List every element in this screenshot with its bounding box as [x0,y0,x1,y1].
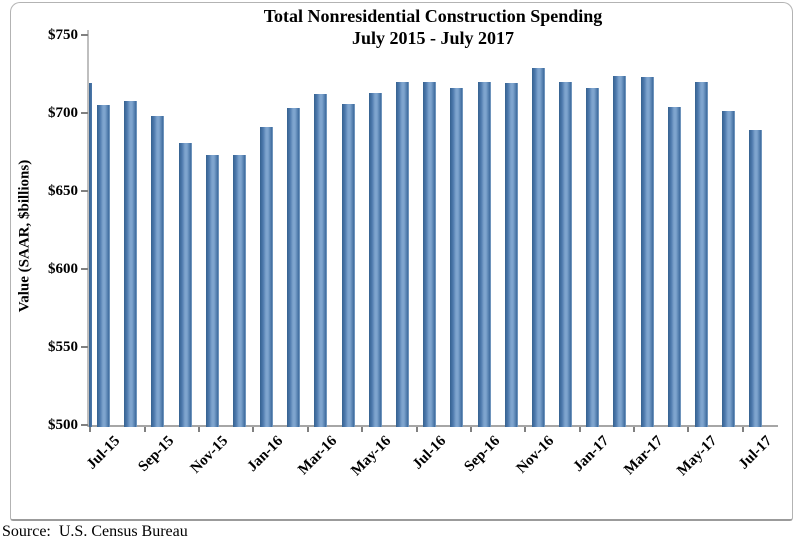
bar-Apr-16 [341,103,355,427]
y-tick-mark [81,346,88,348]
y-tick-label: $600 [48,261,78,277]
x-tick-mark [306,427,309,432]
y-tick-label: $650 [48,183,78,199]
bar-Feb-17 [613,75,627,427]
x-tick-label: May-16 [348,433,395,480]
bar-Aug-15 [124,100,138,427]
bar-Dec-16 [559,81,573,427]
x-tick-mark [524,427,527,432]
bar-Oct-15 [178,142,192,427]
bar-Mar-16 [314,94,328,427]
x-tick-label: Jul-15 [83,433,123,473]
x-tick-mark [741,427,744,432]
x-tick-label: Nov-16 [513,433,558,477]
x-tick-label: Jan-16 [243,433,286,475]
y-tick-label: $500 [48,417,78,433]
y-tick-label: $700 [48,105,78,121]
bar-Sep-16 [477,81,491,427]
x-tick-label: Jan-17 [570,433,613,475]
bar-Dec-15 [232,155,246,427]
x-tick-label: Mar-17 [621,433,667,479]
x-tick-label: Jul-16 [409,433,449,473]
bar-Jan-16 [260,127,274,427]
bar-clipped-left-edge [88,83,92,427]
y-tick-mark [81,34,88,36]
bar-Nov-16 [531,67,545,427]
bar-Mar-17 [640,77,654,427]
bar-May-16 [368,92,382,427]
bar-Aug-16 [450,88,464,427]
bar-Apr-17 [667,106,681,427]
bar-Jul-15 [97,105,110,427]
x-tick-label: Sep-15 [135,433,178,475]
bar-Feb-16 [287,108,301,427]
bar-Jun-17 [722,111,736,427]
bar-May-17 [694,81,708,427]
x-tick-label: Jul-17 [735,433,776,473]
bar-Jan-17 [586,88,600,427]
bar-Oct-16 [504,83,518,427]
chart-title: Total Nonresidential Construction Spendi… [88,5,778,49]
y-tick-mark [81,268,88,270]
x-tick-mark [143,427,146,432]
bar-Nov-15 [205,155,219,427]
x-tick-label: Mar-16 [295,433,341,479]
y-axis-line [87,30,89,427]
x-tick-label: May-17 [674,433,721,480]
y-tick-label: $550 [48,339,78,355]
x-tick-label: Nov-15 [187,433,232,477]
y-tick-mark [81,190,88,192]
x-tick-mark [252,427,255,432]
x-tick-mark [578,427,581,432]
x-tick-label: Sep-16 [461,433,504,475]
x-tick-mark [89,427,92,432]
x-tick-mark [361,427,364,432]
x-tick-mark [415,427,418,432]
source-note: Source: U.S. Census Bureau [2,523,188,540]
chart-title-line1: Total Nonresidential Construction Spendi… [263,6,603,26]
bar-Jul-16 [423,81,437,427]
bar-Jul-17 [749,130,763,427]
y-tick-label: $750 [48,27,78,43]
y-tick-mark [81,424,88,426]
x-tick-mark [687,427,690,432]
x-tick-mark [469,427,472,432]
x-tick-mark [633,427,635,432]
bar-Jun-16 [395,81,409,427]
y-tick-mark [81,112,88,114]
x-tick-mark [198,427,201,432]
chart-title-line2: July 2015 - July 2017 [351,28,515,48]
bar-Sep-15 [151,116,165,427]
